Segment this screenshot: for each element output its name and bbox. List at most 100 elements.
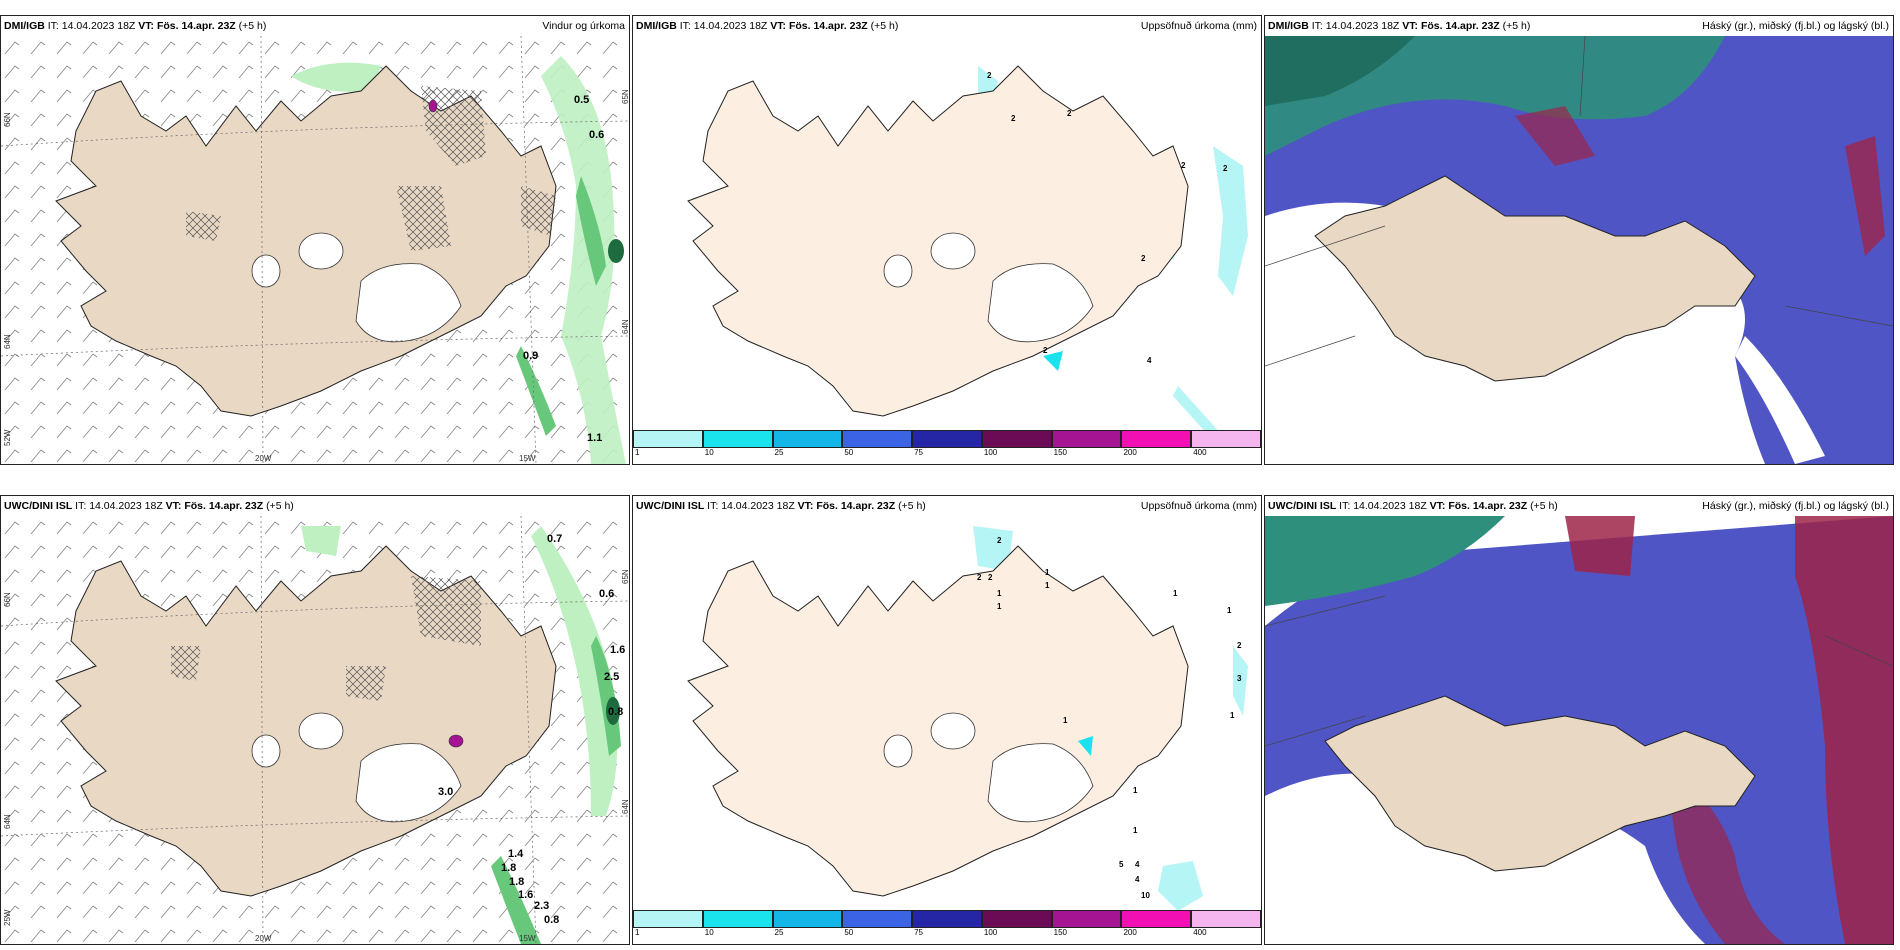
- lat-label: 64N: [3, 334, 12, 349]
- precip-value: 0.6: [599, 588, 615, 600]
- precip-value: 1.4: [508, 848, 524, 860]
- precip-value: 3.0: [438, 786, 454, 798]
- lon-label: 15W: [519, 934, 536, 943]
- panel-title: Háský (gr.), miðský (fj.bl.) og lágský (…: [1702, 500, 1889, 512]
- colorbar-label: 400: [1193, 448, 1207, 457]
- panel-clouds-dini: UWC/DINI ISL IT: 14.04.2023 18Z VT: Fös.…: [1264, 495, 1894, 945]
- precip-value: 10: [1141, 891, 1150, 900]
- precip-value: 2: [977, 573, 982, 582]
- colorbar-swatch: [981, 430, 1052, 448]
- precip-value: 1: [1133, 826, 1138, 835]
- map-accum-precip: [687, 526, 1248, 911]
- colorbar-swatch: [1191, 430, 1261, 448]
- precip-value: 1: [997, 589, 1002, 598]
- precip-value: 0.9: [523, 350, 539, 362]
- precip-value: 3: [1237, 674, 1242, 683]
- precip-value: 2: [988, 573, 993, 582]
- colorbar-swatch: [1051, 430, 1122, 448]
- lat-label: 25W: [3, 909, 12, 926]
- panel-header: UWC/DINI ISL IT: 14.04.2023 18Z VT: Fös.…: [1265, 496, 1893, 516]
- precip-value: 2: [1237, 641, 1242, 650]
- precip-value: 5: [1119, 860, 1124, 869]
- lon-label: 20W: [255, 934, 272, 943]
- colorbar-swatch: [772, 430, 843, 448]
- colorbar-swatch: [772, 910, 843, 928]
- colorbar-label: 10: [704, 448, 714, 457]
- colorbar-swatch: [1051, 910, 1122, 928]
- precip-value: 0.7: [547, 533, 563, 545]
- colorbar-swatch: [1191, 910, 1261, 928]
- lat-label: 66N: [3, 592, 12, 607]
- panel-header: UWC/DINI ISL IT: 14.04.2023 18Z VT: Fös.…: [1, 496, 629, 516]
- precip-value: 1.8: [501, 862, 517, 874]
- precip-value: 2.5: [604, 671, 620, 683]
- panel-accum-precip-dini: UWC/DINI ISL IT: 14.04.2023 18Z VT: Fös.…: [632, 495, 1262, 945]
- panel-accum-precip-dmi: DMI/IGB IT: 14.04.2023 18Z VT: Fös. 14.a…: [632, 15, 1262, 465]
- colorbar-swatch: [842, 910, 913, 928]
- colorbar-label: 150: [1053, 928, 1068, 937]
- lat-label-right: 65N: [621, 569, 630, 584]
- colorbar-label: 50: [844, 448, 854, 457]
- colorbar-swatch: [912, 430, 982, 448]
- colorbar-swatch: [912, 910, 982, 928]
- lat-label: 52W: [3, 429, 12, 446]
- colorbar-swatch: [1121, 910, 1192, 928]
- colorbar-label: 50: [844, 928, 854, 937]
- precip-value: 0.5: [574, 94, 590, 106]
- panel-title: Vindur og úrkoma: [542, 20, 625, 32]
- colorbar-swatch: [1121, 430, 1192, 448]
- panel-wind-precip-dmi: DMI/IGB IT: 14.04.2023 18Z VT: Fös. 14.a…: [0, 15, 630, 465]
- lat-label-right: 65N: [621, 89, 630, 104]
- colorbar-swatch: [702, 910, 773, 928]
- precip-value: 2: [1011, 114, 1016, 123]
- colorbar-label: 75: [914, 448, 924, 457]
- colorbar-swatch: [702, 430, 773, 448]
- colorbar-label: 25: [774, 448, 784, 457]
- precip-value: 4: [1135, 860, 1140, 869]
- colorbar: 1 10 25 50 75 100 150 200 400: [633, 910, 1261, 938]
- precip-value: 1: [1045, 568, 1050, 577]
- precip-value: 1: [1133, 786, 1138, 795]
- lat-label-right: 64N: [621, 799, 630, 814]
- precip-value: 1: [1227, 606, 1232, 615]
- colorbar: 1 10 25 50 75 100 150 200 400: [633, 430, 1261, 458]
- colorbar-label: 1: [635, 448, 640, 457]
- precip-value: 0.8: [608, 706, 624, 718]
- colorbar-label: 75: [914, 928, 924, 937]
- panel-title: Háský (gr.), miðský (fj.bl.) og lágský (…: [1702, 20, 1889, 32]
- colorbar-label: 400: [1193, 928, 1207, 937]
- precip-value: 2: [1067, 109, 1072, 118]
- panel-header: DMI/IGB IT: 14.04.2023 18Z VT: Fös. 14.a…: [1, 16, 629, 36]
- precip-value: 1: [1063, 716, 1068, 725]
- panel-clouds-dmi: DMI/IGB IT: 14.04.2023 18Z VT: Fös. 14.a…: [1264, 15, 1894, 465]
- panel-title: Uppsöfnuð úrkoma (mm): [1140, 20, 1257, 32]
- precip-value: 0.8: [544, 914, 560, 926]
- precip-value: 1.8: [509, 876, 525, 888]
- panel-header: DMI/IGB IT: 14.04.2023 18Z VT: Fös. 14.a…: [633, 16, 1261, 36]
- lat-label: 66N: [3, 112, 12, 127]
- precip-value: 2: [1043, 346, 1048, 355]
- panel-title: Uppsöfnuð úrkoma (mm): [1140, 500, 1257, 512]
- lat-label: 64N: [3, 814, 12, 829]
- colorbar-label: 100: [983, 448, 998, 457]
- precip-value: 2: [1223, 164, 1228, 173]
- precip-value: 1.6: [518, 889, 534, 901]
- precip-value: 2: [987, 71, 992, 80]
- lon-label: 20W: [255, 454, 272, 463]
- precip-value: 1.1: [587, 432, 603, 444]
- precip-value: 2: [1181, 161, 1186, 170]
- map-clouds: [1265, 516, 1893, 944]
- colorbar-label: 100: [983, 928, 998, 937]
- precip-value: 1: [1045, 581, 1050, 590]
- panel-header: DMI/IGB IT: 14.04.2023 18Z VT: Fös. 14.a…: [1265, 16, 1893, 36]
- panel-header: UWC/DINI ISL IT: 14.04.2023 18Z VT: Fös.…: [633, 496, 1261, 516]
- map-clouds: [1265, 36, 1893, 464]
- precip-value: 1.6: [610, 644, 626, 656]
- colorbar-label: 150: [1053, 448, 1068, 457]
- lat-label-right: 64N: [621, 319, 630, 334]
- precip-value: 4: [1135, 875, 1140, 884]
- colorbar-label: 200: [1123, 928, 1137, 937]
- colorbar-swatch: [633, 430, 703, 448]
- colorbar-label: 10: [704, 928, 714, 937]
- map-accum-precip: [687, 65, 1248, 446]
